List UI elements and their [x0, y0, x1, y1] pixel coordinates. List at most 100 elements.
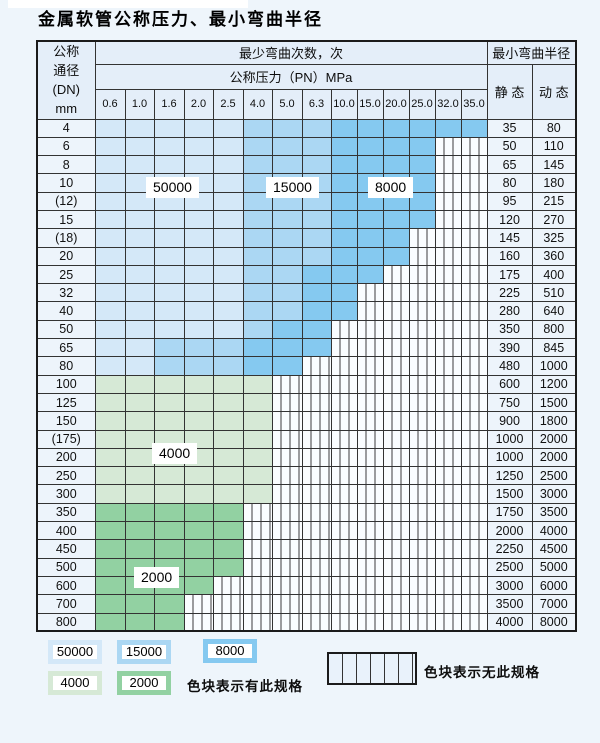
spec-cell-50000	[153, 118, 185, 138]
spec-cell-2000	[124, 539, 155, 559]
spec-cell-8000	[356, 264, 384, 285]
static-radius-cell: 1000	[486, 447, 533, 468]
no-spec-cell	[434, 392, 462, 413]
spec-cell-50000	[153, 246, 185, 266]
spec-cell-15000	[271, 228, 303, 248]
dynamic-radius-cell: 3500	[531, 502, 577, 523]
spec-cell-2000	[212, 521, 244, 541]
bend-count-header: 最少弯曲次数，次	[94, 40, 488, 65]
spec-cell-2000	[153, 612, 185, 632]
no-spec-cell	[382, 392, 410, 413]
no-spec-cell	[408, 228, 436, 248]
no-spec-cell	[330, 575, 358, 596]
dn-cell: (12)	[36, 191, 96, 211]
table-row: (175) 1000 2000	[36, 429, 577, 449]
no-spec-cell	[408, 594, 436, 614]
spec-cell-50000	[94, 228, 126, 248]
spec-cell-8000	[356, 209, 384, 230]
no-spec-cell	[271, 521, 303, 541]
pressure-col-header: 35.0	[460, 88, 488, 120]
spec-cell-4000	[183, 466, 214, 486]
spec-cell-2000	[212, 557, 244, 577]
no-spec-cell	[356, 612, 384, 632]
dn-header-line: 通径	[53, 63, 80, 79]
no-spec-cell	[242, 539, 273, 559]
no-spec-cell	[183, 594, 214, 614]
spec-cell-4000	[94, 374, 126, 394]
dn-cell: 400	[36, 521, 96, 541]
static-radius-cell: 145	[486, 228, 533, 248]
spec-cell-8000	[301, 283, 332, 303]
no-spec-cell	[271, 466, 303, 486]
spec-cell-4000	[124, 447, 155, 468]
no-spec-cell	[356, 502, 384, 523]
table-row: 25 175 400	[36, 264, 577, 285]
no-spec-cell	[408, 484, 436, 504]
no-spec-cell	[408, 521, 436, 541]
table-row: 150 900 1800	[36, 411, 577, 431]
no-spec-cell	[408, 612, 436, 632]
no-spec-cell	[330, 374, 358, 394]
spec-cell-8000	[408, 155, 436, 175]
spec-cell-15000	[183, 356, 214, 376]
static-radius-cell: 1750	[486, 502, 533, 523]
spec-cell-50000	[94, 319, 126, 340]
spec-cell-15000	[271, 209, 303, 230]
no-spec-cell	[356, 338, 384, 358]
spec-cell-50000	[183, 283, 214, 303]
spec-cell-4000	[212, 411, 244, 431]
dynamic-radius-cell: 4000	[531, 521, 577, 541]
no-spec-cell	[434, 539, 462, 559]
no-spec-cell	[408, 246, 436, 266]
dn-cell: 700	[36, 594, 96, 614]
spec-cell-50000	[212, 246, 244, 266]
static-radius-cell: 280	[486, 301, 533, 321]
no-spec-cell	[356, 356, 384, 376]
spec-cell-15000	[212, 338, 244, 358]
static-radius-cell: 2500	[486, 557, 533, 577]
spec-cell-50000	[212, 191, 244, 211]
no-spec-cell	[356, 319, 384, 340]
spec-cell-50000	[94, 301, 126, 321]
legend-swatch-50000: 50000	[48, 640, 102, 664]
spec-cell-50000	[124, 319, 155, 340]
no-spec-cell	[460, 228, 488, 248]
static-radius-cell: 65	[486, 155, 533, 175]
spec-cell-50000	[183, 155, 214, 175]
spec-cell-50000	[153, 209, 185, 230]
no-spec-cell	[460, 502, 488, 523]
spec-cell-4000	[212, 447, 244, 468]
spec-cell-50000	[94, 356, 126, 376]
no-spec-cell	[460, 466, 488, 486]
spec-cell-15000	[242, 264, 273, 285]
spec-cell-15000	[212, 356, 244, 376]
table-row: (18) 145 325	[36, 228, 577, 248]
no-spec-cell	[460, 155, 488, 175]
dn-header-line: mm	[55, 101, 78, 117]
no-spec-cell	[434, 283, 462, 303]
no-spec-cell	[382, 447, 410, 468]
spec-cell-15000	[271, 264, 303, 285]
spec-cell-8000	[242, 338, 273, 358]
table-row: 600 3000 6000	[36, 575, 577, 596]
static-radius-cell: 80	[486, 173, 533, 193]
no-spec-cell	[356, 411, 384, 431]
spec-cell-15000	[183, 338, 214, 358]
no-spec-cell	[330, 447, 358, 468]
spec-cell-2000	[212, 502, 244, 523]
spec-cell-50000	[153, 264, 185, 285]
spec-cell-4000	[124, 411, 155, 431]
no-spec-cell	[330, 429, 358, 449]
table-row: 250 1250 2500	[36, 466, 577, 486]
dynamic-radius-cell: 510	[531, 283, 577, 303]
spec-cell-50000	[153, 228, 185, 248]
spec-cell-8000	[330, 191, 358, 211]
pressure-col-header: 4.0	[242, 88, 273, 120]
pressure-col-header: 32.0	[434, 88, 462, 120]
static-radius-cell: 4000	[486, 612, 533, 632]
spec-cell-50000	[212, 136, 244, 157]
spec-cell-4000	[242, 429, 273, 449]
no-spec-cell	[242, 575, 273, 596]
spec-cell-15000	[242, 301, 273, 321]
